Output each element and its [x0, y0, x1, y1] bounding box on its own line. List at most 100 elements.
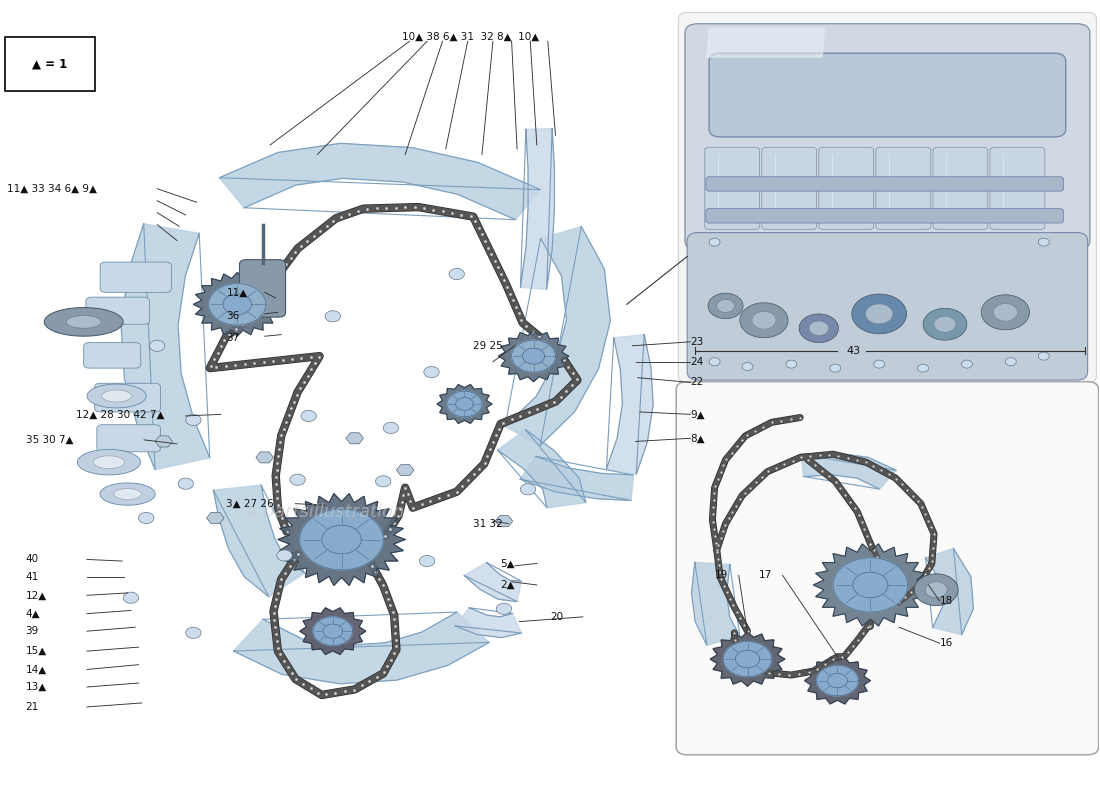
FancyBboxPatch shape	[688, 233, 1088, 380]
Polygon shape	[512, 340, 556, 372]
Polygon shape	[314, 617, 352, 646]
FancyBboxPatch shape	[95, 383, 161, 412]
Polygon shape	[707, 29, 824, 57]
Text: 36: 36	[227, 311, 240, 322]
Polygon shape	[194, 273, 282, 336]
Polygon shape	[808, 321, 828, 335]
Text: 8▲: 8▲	[691, 434, 705, 443]
Polygon shape	[209, 284, 266, 325]
Text: 17: 17	[759, 570, 772, 580]
Polygon shape	[100, 483, 155, 506]
FancyBboxPatch shape	[679, 13, 1097, 382]
Polygon shape	[804, 658, 870, 704]
FancyBboxPatch shape	[676, 382, 1099, 754]
Polygon shape	[873, 360, 884, 368]
Polygon shape	[692, 562, 740, 645]
Polygon shape	[447, 391, 482, 417]
Text: 2▲: 2▲	[500, 580, 515, 590]
Polygon shape	[724, 642, 771, 677]
Polygon shape	[207, 513, 224, 523]
FancyBboxPatch shape	[706, 209, 1064, 223]
Polygon shape	[464, 562, 521, 602]
Polygon shape	[396, 465, 414, 476]
Polygon shape	[520, 129, 554, 290]
Polygon shape	[496, 603, 512, 614]
Polygon shape	[711, 632, 784, 686]
Polygon shape	[710, 238, 720, 246]
Polygon shape	[186, 414, 201, 426]
Text: 3▲ 27 26: 3▲ 27 26	[227, 498, 274, 509]
Text: 20: 20	[550, 612, 563, 622]
Text: 12▲ 28 30 42 7▲: 12▲ 28 30 42 7▲	[76, 410, 165, 419]
Polygon shape	[121, 224, 210, 470]
Polygon shape	[852, 572, 888, 598]
Polygon shape	[300, 608, 365, 654]
Polygon shape	[708, 293, 744, 318]
Polygon shape	[498, 330, 569, 382]
Polygon shape	[833, 558, 908, 612]
FancyBboxPatch shape	[685, 24, 1090, 250]
Polygon shape	[497, 430, 586, 508]
Text: 10▲ 38 6▲ 31  32 8▲  10▲: 10▲ 38 6▲ 31 32 8▲ 10▲	[402, 32, 539, 42]
Polygon shape	[816, 666, 858, 696]
Text: 40: 40	[25, 554, 39, 565]
Polygon shape	[94, 456, 124, 469]
Text: 39: 39	[25, 626, 39, 636]
Text: 21: 21	[25, 702, 39, 712]
Text: 43: 43	[846, 346, 860, 355]
Polygon shape	[345, 433, 363, 444]
FancyBboxPatch shape	[762, 147, 816, 230]
Polygon shape	[813, 544, 927, 626]
Text: 37: 37	[227, 333, 240, 343]
Polygon shape	[383, 422, 398, 434]
Text: 22: 22	[691, 378, 704, 387]
Polygon shape	[827, 674, 847, 688]
Polygon shape	[742, 362, 754, 370]
Polygon shape	[66, 315, 101, 328]
Polygon shape	[866, 304, 893, 324]
Polygon shape	[102, 390, 131, 402]
Polygon shape	[301, 410, 317, 422]
FancyBboxPatch shape	[240, 260, 286, 317]
FancyBboxPatch shape	[84, 342, 141, 368]
Polygon shape	[1038, 352, 1049, 360]
Polygon shape	[917, 364, 928, 372]
Polygon shape	[322, 525, 361, 554]
FancyBboxPatch shape	[97, 425, 161, 452]
Polygon shape	[123, 592, 139, 603]
Polygon shape	[736, 650, 760, 668]
Polygon shape	[914, 574, 958, 606]
Text: 11▲ 33 34 6▲ 9▲: 11▲ 33 34 6▲ 9▲	[7, 184, 97, 194]
Text: 15▲: 15▲	[25, 646, 47, 656]
Polygon shape	[455, 398, 473, 410]
Polygon shape	[219, 143, 540, 220]
Polygon shape	[77, 450, 141, 475]
Polygon shape	[606, 334, 653, 474]
Polygon shape	[934, 316, 956, 332]
FancyBboxPatch shape	[100, 262, 172, 292]
Polygon shape	[925, 549, 974, 634]
Polygon shape	[326, 310, 340, 322]
Polygon shape	[495, 516, 513, 526]
Polygon shape	[290, 474, 306, 486]
Polygon shape	[925, 582, 947, 598]
Polygon shape	[801, 453, 896, 489]
Polygon shape	[520, 456, 634, 501]
FancyBboxPatch shape	[876, 147, 931, 230]
Polygon shape	[829, 364, 840, 372]
FancyBboxPatch shape	[4, 38, 95, 91]
Polygon shape	[923, 308, 967, 340]
Polygon shape	[375, 476, 390, 487]
Polygon shape	[1005, 358, 1016, 366]
Text: 12▲: 12▲	[25, 590, 47, 600]
Polygon shape	[961, 360, 972, 368]
Polygon shape	[155, 436, 173, 447]
Polygon shape	[44, 307, 123, 336]
Polygon shape	[113, 489, 142, 500]
Polygon shape	[139, 513, 154, 523]
Polygon shape	[419, 555, 435, 566]
Polygon shape	[223, 294, 252, 314]
Polygon shape	[233, 612, 490, 684]
Text: 24: 24	[691, 357, 704, 366]
Text: 11▲: 11▲	[227, 287, 248, 298]
